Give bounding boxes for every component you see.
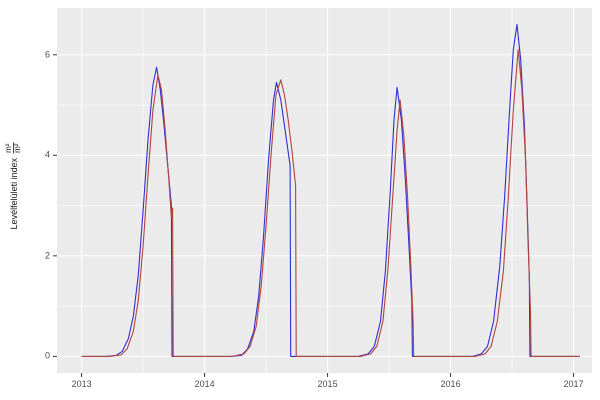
blue-series-line (81, 24, 580, 357)
unit-denominator: m² (13, 143, 23, 153)
x-tick-label: 2013 (71, 379, 92, 389)
y-tick-label: 4 (44, 149, 50, 160)
y-tick-label: 0 (44, 350, 50, 361)
red-series-line (81, 49, 580, 357)
plot-panel (57, 8, 592, 373)
x-tick-label: 2017 (563, 379, 584, 389)
y-axis-title: Levélfelületi index m² m² (4, 142, 23, 230)
y-axis-unit-fraction: m² m² (4, 142, 23, 154)
y-axis-title-text: Levélfelületi index (9, 157, 19, 230)
x-tick-label: 2015 (317, 379, 338, 389)
y-tick-label: 2 (44, 250, 50, 261)
x-tick-label: 2016 (440, 379, 461, 389)
y-tick-label: 6 (44, 49, 50, 60)
x-tick-label: 2014 (194, 379, 215, 389)
